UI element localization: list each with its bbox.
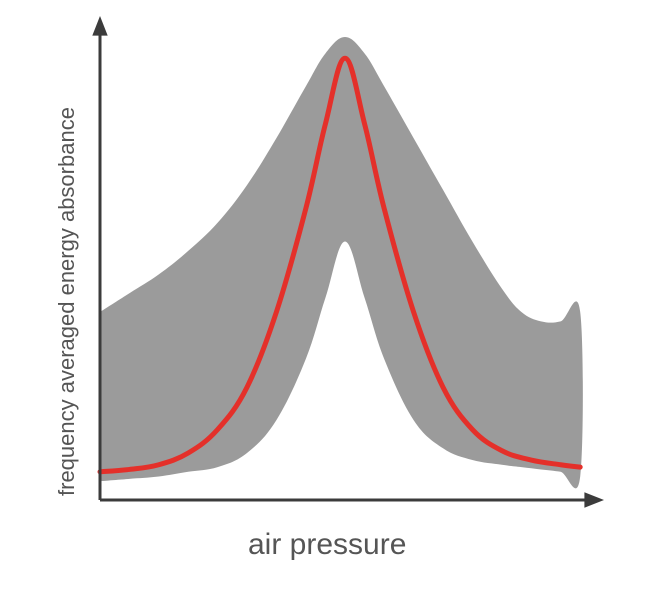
- uncertainty-band: [100, 37, 583, 488]
- x-axis-arrow: [584, 492, 604, 507]
- y-axis-label: frequency averaged energy absorbance: [54, 107, 80, 496]
- chart-svg: [0, 0, 654, 600]
- chart-container: frequency averaged energy absorbance air…: [0, 0, 654, 600]
- x-axis-label: air pressure: [248, 528, 406, 562]
- y-axis-arrow: [92, 16, 107, 36]
